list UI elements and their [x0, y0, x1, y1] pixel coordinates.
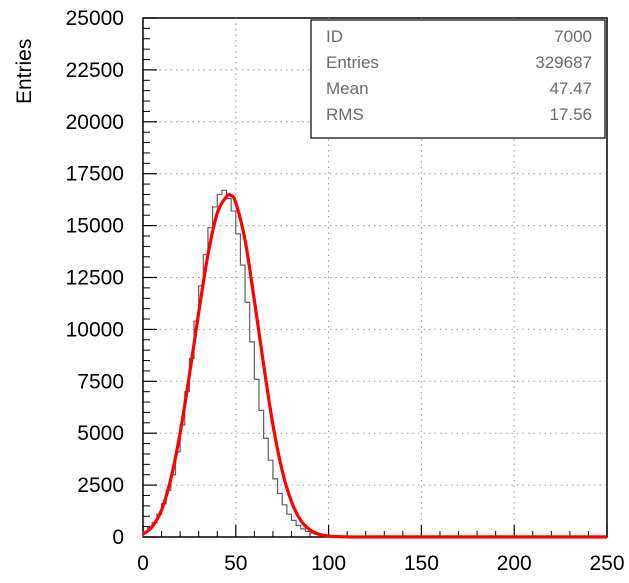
y-tick-label: 17500 — [66, 163, 124, 186]
stats-box-frame — [310, 19, 606, 139]
y-tick-label: 12500 — [66, 267, 124, 290]
x-tick-label: 0 — [137, 552, 149, 575]
x-tick-label: 250 — [589, 552, 624, 575]
y-tick-label: 22500 — [66, 59, 124, 82]
y-tick-labels: 0 2500 5000 7500 10000 12500 15000 17500 20000 22… — [66, 7, 124, 549]
y-tick-label: 0 — [112, 526, 124, 549]
fit-curve — [141, 192, 607, 539]
stats-box: ID 7000 Entries 329687 Mean 47.47 RMS 17.56 — [310, 19, 606, 139]
stats-label: ID — [326, 27, 343, 46]
y-tick-label: 7500 — [77, 370, 124, 393]
y-axis-title: Entries — [13, 39, 36, 104]
x-tick-label: 150 — [404, 552, 439, 575]
stats-value: 17.56 — [549, 105, 592, 124]
stats-label: Mean — [326, 79, 369, 98]
y-tick-label: 15000 — [66, 215, 124, 238]
y-tick-label: 2500 — [77, 474, 124, 497]
stats-label: Entries — [326, 53, 379, 72]
stats-value: 7000 — [554, 27, 592, 46]
x-tick-labels: 0 50 100 150 200 250 — [137, 552, 624, 575]
x-tick-label: 100 — [311, 552, 346, 575]
y-tick-label: 5000 — [77, 422, 124, 445]
stats-value: 329687 — [535, 53, 592, 72]
y-tick-label: 10000 — [66, 318, 124, 341]
stats-value: 47.47 — [549, 79, 592, 98]
y-tick-label: 20000 — [66, 111, 124, 134]
x-tick-label: 200 — [497, 552, 532, 575]
x-tick-label: 50 — [224, 552, 247, 575]
stats-label: RMS — [326, 105, 364, 124]
y-tick-label: 25000 — [66, 7, 124, 30]
fit-curve-group — [141, 192, 607, 539]
